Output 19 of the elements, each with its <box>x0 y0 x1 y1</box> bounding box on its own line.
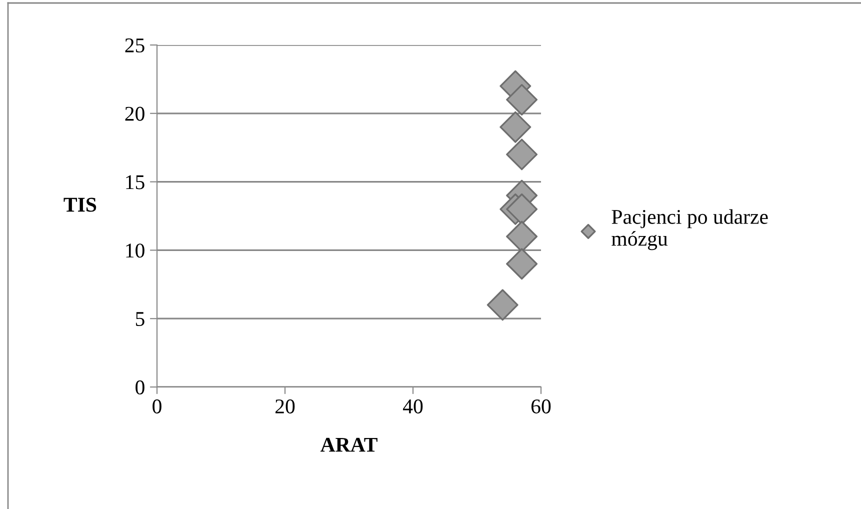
y-tick-label: 15 <box>126 175 144 190</box>
point <box>500 111 532 143</box>
legend-label: Pacjenci po udarze mózgu <box>612 209 768 250</box>
point <box>506 138 538 170</box>
point <box>486 289 518 321</box>
y-tick-label: 20 <box>125 106 144 121</box>
y-tick-label: 5 <box>136 312 144 326</box>
x-tick-label: 40 <box>402 399 423 414</box>
point <box>506 193 538 225</box>
y-tick-label: 0 <box>136 380 144 394</box>
y-tick-label: 25 <box>125 38 144 52</box>
x-axis-title: ARAT <box>320 438 378 452</box>
x-tick-label: 60 <box>531 399 551 414</box>
point <box>506 248 538 280</box>
x-tick-label: 0 <box>152 399 162 414</box>
x-tick-label: 20 <box>276 399 295 414</box>
y-axis-title: TIS <box>64 198 96 212</box>
point <box>506 84 538 116</box>
y-tick-label: 10 <box>126 244 144 258</box>
